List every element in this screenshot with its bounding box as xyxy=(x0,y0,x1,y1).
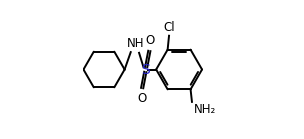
Text: S: S xyxy=(141,63,150,76)
Text: Cl: Cl xyxy=(163,21,175,34)
Text: O: O xyxy=(145,33,154,47)
Text: NH: NH xyxy=(126,37,144,50)
Text: NH₂: NH₂ xyxy=(194,103,216,116)
Text: O: O xyxy=(137,92,146,106)
